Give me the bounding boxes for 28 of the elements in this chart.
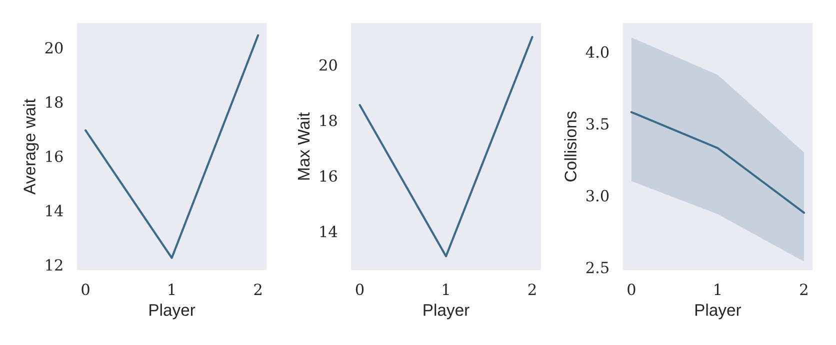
- x-tick-label: 1: [714, 284, 720, 295]
- y-tick-label: 4.0: [586, 46, 609, 58]
- y-axis-title: Collisions: [564, 112, 576, 182]
- y-axis-title: Average wait: [23, 98, 39, 195]
- x-tick-label: 1: [443, 284, 449, 295]
- x-tick-label: 2: [528, 284, 536, 295]
- x-tick-label: 2: [254, 284, 262, 295]
- y-tick-label: 16: [46, 150, 63, 162]
- x-axis-title: Player: [150, 304, 196, 320]
- y-tick-label: 16: [320, 170, 337, 182]
- y-tick-label: 20: [45, 42, 63, 54]
- x-tick-label: 1: [168, 284, 174, 295]
- x-tick-label: 2: [800, 284, 808, 295]
- y-tick-label: 3.5: [586, 118, 608, 130]
- x-tick-label: 0: [356, 284, 364, 296]
- y-tick-label: 12: [46, 259, 62, 271]
- x-axis-title: Player: [424, 304, 470, 320]
- y-tick-label: 18: [320, 114, 337, 126]
- y-tick-label: 2.5: [586, 262, 608, 274]
- y-tick-label: 14: [320, 226, 338, 238]
- x-tick-label: 0: [82, 284, 90, 296]
- y-axis-title: Max Wait: [297, 112, 310, 180]
- x-tick-label: 0: [628, 284, 636, 296]
- y-tick-label: 14: [46, 204, 63, 216]
- x-axis-title: Player: [695, 304, 742, 320]
- y-tick-label: 3.0: [586, 190, 609, 202]
- y-tick-label: 20: [320, 59, 337, 71]
- y-tick-label: 18: [46, 96, 63, 108]
